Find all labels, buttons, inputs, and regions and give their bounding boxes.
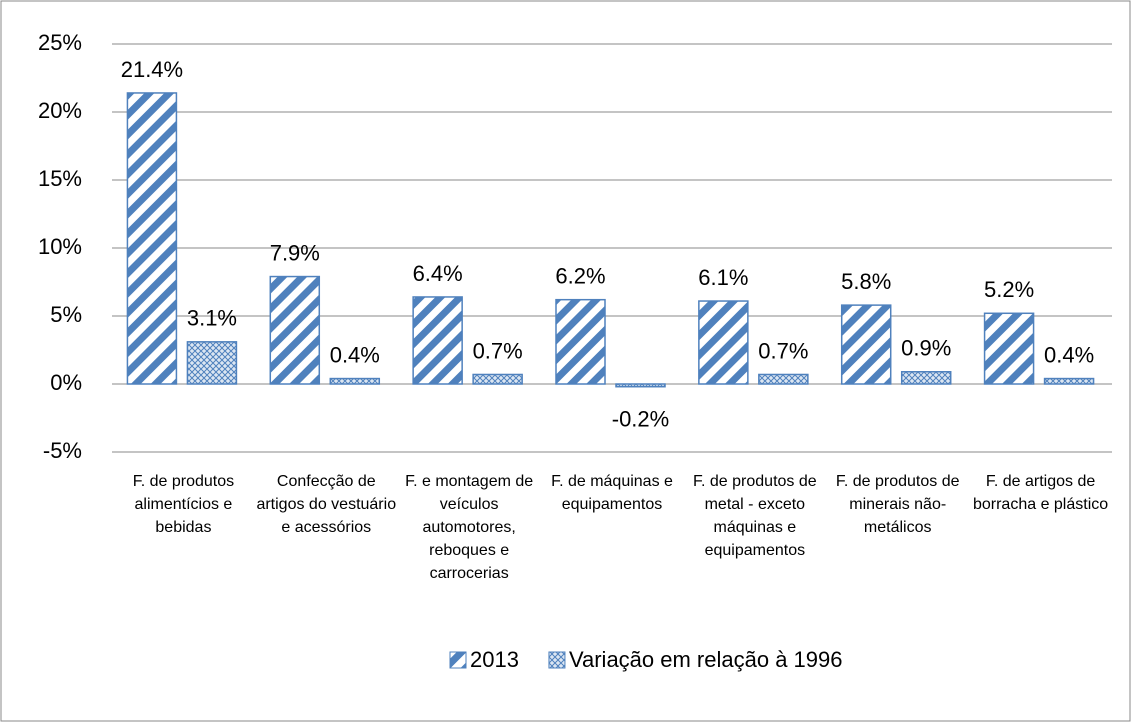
legend-swatch [449, 651, 467, 669]
data-label: 7.9% [270, 240, 320, 265]
y-tick-label: 0% [50, 370, 82, 395]
data-label: 5.2% [984, 277, 1034, 302]
bar [900, 371, 952, 385]
y-tick-label: 10% [38, 234, 82, 259]
data-label: 0.4% [330, 342, 380, 367]
x-tick-label: Confecção de artigos do vestuário e aces… [256, 473, 397, 536]
x-tick-label: F. de produtos alimentícios e bebidas [132, 473, 235, 536]
legend-label: Variação em relação à 1996 [569, 647, 843, 672]
y-tick-label: 15% [38, 166, 82, 191]
bar [840, 304, 892, 385]
data-label: 0.7% [473, 338, 523, 363]
y-tick-label: 20% [38, 98, 82, 123]
data-label: 3.1% [187, 306, 237, 331]
data-label: 6.1% [698, 265, 748, 290]
bar [983, 312, 1035, 385]
bar [186, 341, 238, 385]
bar [615, 383, 666, 388]
bar [758, 373, 809, 385]
bar [1043, 377, 1095, 385]
data-label: 6.4% [413, 261, 463, 286]
legend-label: 2013 [470, 647, 519, 672]
data-label: 6.2% [555, 263, 605, 288]
bar [126, 92, 178, 385]
data-label: 5.8% [841, 269, 891, 294]
x-tick-label: F. de produtos de minerais não-metálicos [835, 473, 960, 536]
data-label: 21.4% [121, 57, 183, 82]
y-tick-label: 25% [38, 30, 82, 55]
bar [698, 300, 749, 385]
data-label: 0.7% [758, 338, 808, 363]
x-tick-label: F. de máquinas e equipamentos [551, 473, 673, 513]
bar [269, 275, 321, 385]
bar [472, 373, 523, 385]
x-tick-label: F. e montagem de veículos automotores, r… [405, 473, 534, 582]
y-tick-label: 5% [50, 302, 82, 327]
data-label: -0.2% [612, 407, 669, 432]
bar [555, 298, 606, 385]
x-tick-label: F. de produtos de metal - exceto máquina… [693, 473, 817, 559]
data-label: 0.4% [1044, 342, 1094, 367]
bar [329, 377, 381, 385]
bar [412, 296, 463, 385]
legend-swatch [548, 651, 566, 669]
data-label: 0.9% [901, 336, 951, 361]
x-tick-label: F. de artigos de borracha e plástico [972, 473, 1109, 513]
y-tick-label: -5% [43, 438, 82, 463]
